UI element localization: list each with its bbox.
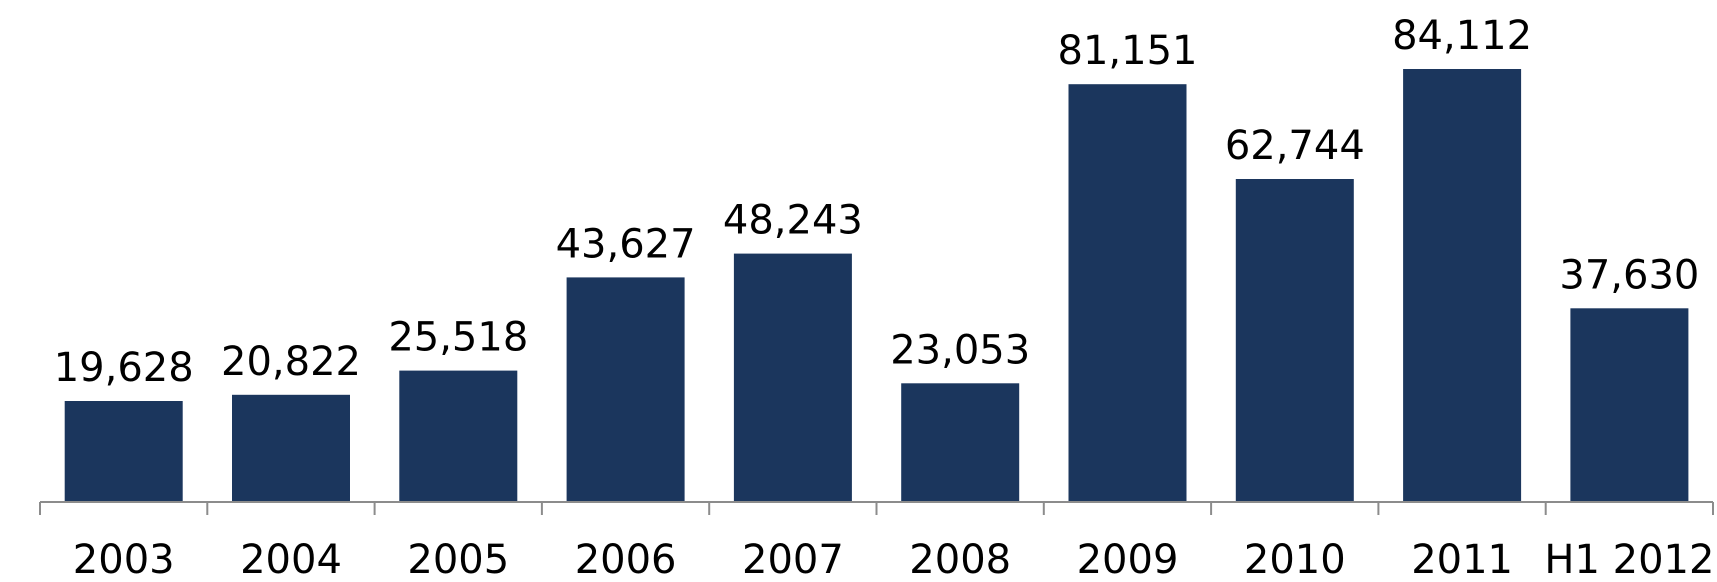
bar-2003 [64,401,183,502]
value-labels-group: 19,628 20,822 25,518 43,627 48,243 23,053 81,1… [54,13,1700,391]
data-label: 19,628 [54,345,194,391]
x-tick-label: 2008 [909,537,1011,582]
data-label: 62,744 [1225,123,1365,169]
x-tick-label: 2006 [575,537,677,582]
x-tick-label: 2004 [240,537,342,582]
bar-2009 [1068,84,1187,502]
data-label: 37,630 [1559,252,1699,298]
bar-2008 [901,383,1020,502]
data-label: 23,053 [890,327,1030,373]
data-label: 84,112 [1392,13,1532,59]
x-tick-label: 2003 [73,537,175,582]
data-label: 81,151 [1058,28,1198,74]
bar-2004 [232,394,350,502]
x-axis-tick-labels-group: 2003 2004 2005 2006 2007 2008 2009 2010 2011 H1 2… [73,537,1715,582]
bar-2010 [1235,179,1354,502]
data-label: 20,822 [221,339,361,385]
x-tick-label: 2011 [1411,537,1513,582]
x-tick-label: 2005 [407,537,509,582]
bar-2007 [733,253,852,502]
x-tick-label: 2010 [1244,537,1346,582]
x-tick-label: H1 2012 [1544,537,1714,582]
x-tick-label: 2009 [1077,537,1179,582]
bar-2011 [1403,69,1522,502]
data-label: 48,243 [723,198,863,244]
bars-group [64,69,1689,502]
x-axis-ticks-group [39,502,1714,515]
bar-h1-2012 [1570,308,1689,502]
x-tick-label: 2007 [742,537,844,582]
bar-2005 [399,370,518,502]
data-label: 43,627 [556,221,696,267]
data-label: 25,518 [388,315,528,361]
bar-2006 [566,277,685,502]
